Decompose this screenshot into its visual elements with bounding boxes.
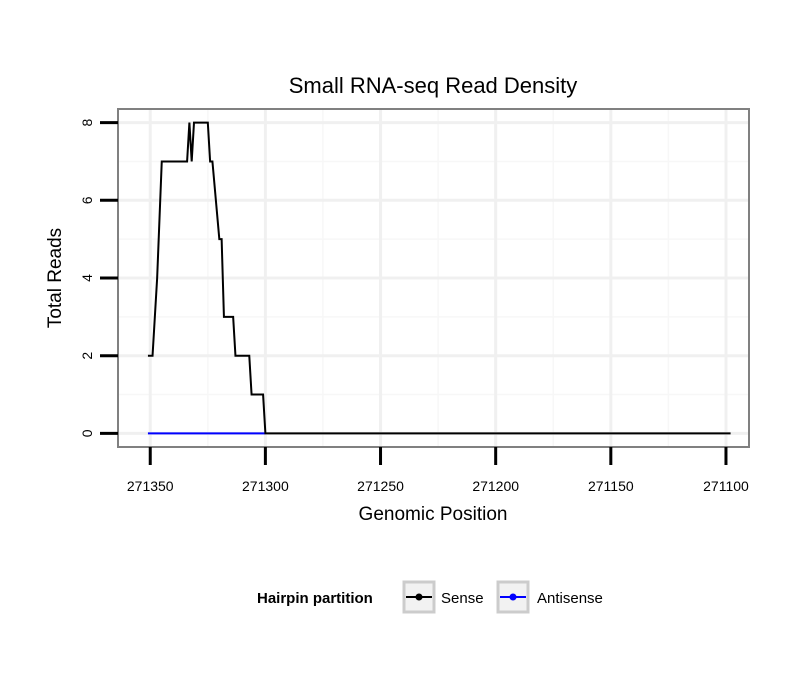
legend-label-antisense: Antisense (537, 590, 603, 607)
x-tick-label-3: 271200 (472, 478, 519, 494)
legend-title: Hairpin partition (257, 590, 373, 607)
series-line-sense (147, 121, 731, 435)
x-tick-label-4: 271150 (588, 478, 634, 494)
x-tick-label-1: 271300 (242, 478, 289, 494)
y-tick-label-4: 8 (79, 118, 95, 126)
chart-title: Small RNA-seq Read Density (289, 73, 578, 98)
x-tick-label-2: 271250 (357, 478, 404, 494)
legend-label-sense: Sense (441, 590, 484, 607)
y-axis: 0 2 4 6 8 (79, 118, 118, 437)
y-axis-title: Total Reads (45, 228, 66, 328)
y-tick-label-0: 0 (79, 429, 95, 437)
y-tick-label-1: 2 (79, 352, 95, 360)
x-axis: 271350 271300 271250 271200 271150 271100 (127, 447, 749, 494)
x-axis-title: Genomic Position (359, 504, 508, 525)
legend-sense-point (415, 593, 423, 601)
y-tick-label-3: 6 (79, 196, 95, 204)
y-tick-label-2: 4 (79, 274, 95, 282)
grid (118, 109, 749, 447)
series-group (147, 121, 731, 435)
x-tick-label-5: 271100 (703, 478, 749, 494)
legend: Hairpin partition Sense Antisense (257, 580, 603, 614)
legend-antisense-point (509, 593, 517, 601)
x-tick-label-0: 271350 (127, 478, 174, 494)
